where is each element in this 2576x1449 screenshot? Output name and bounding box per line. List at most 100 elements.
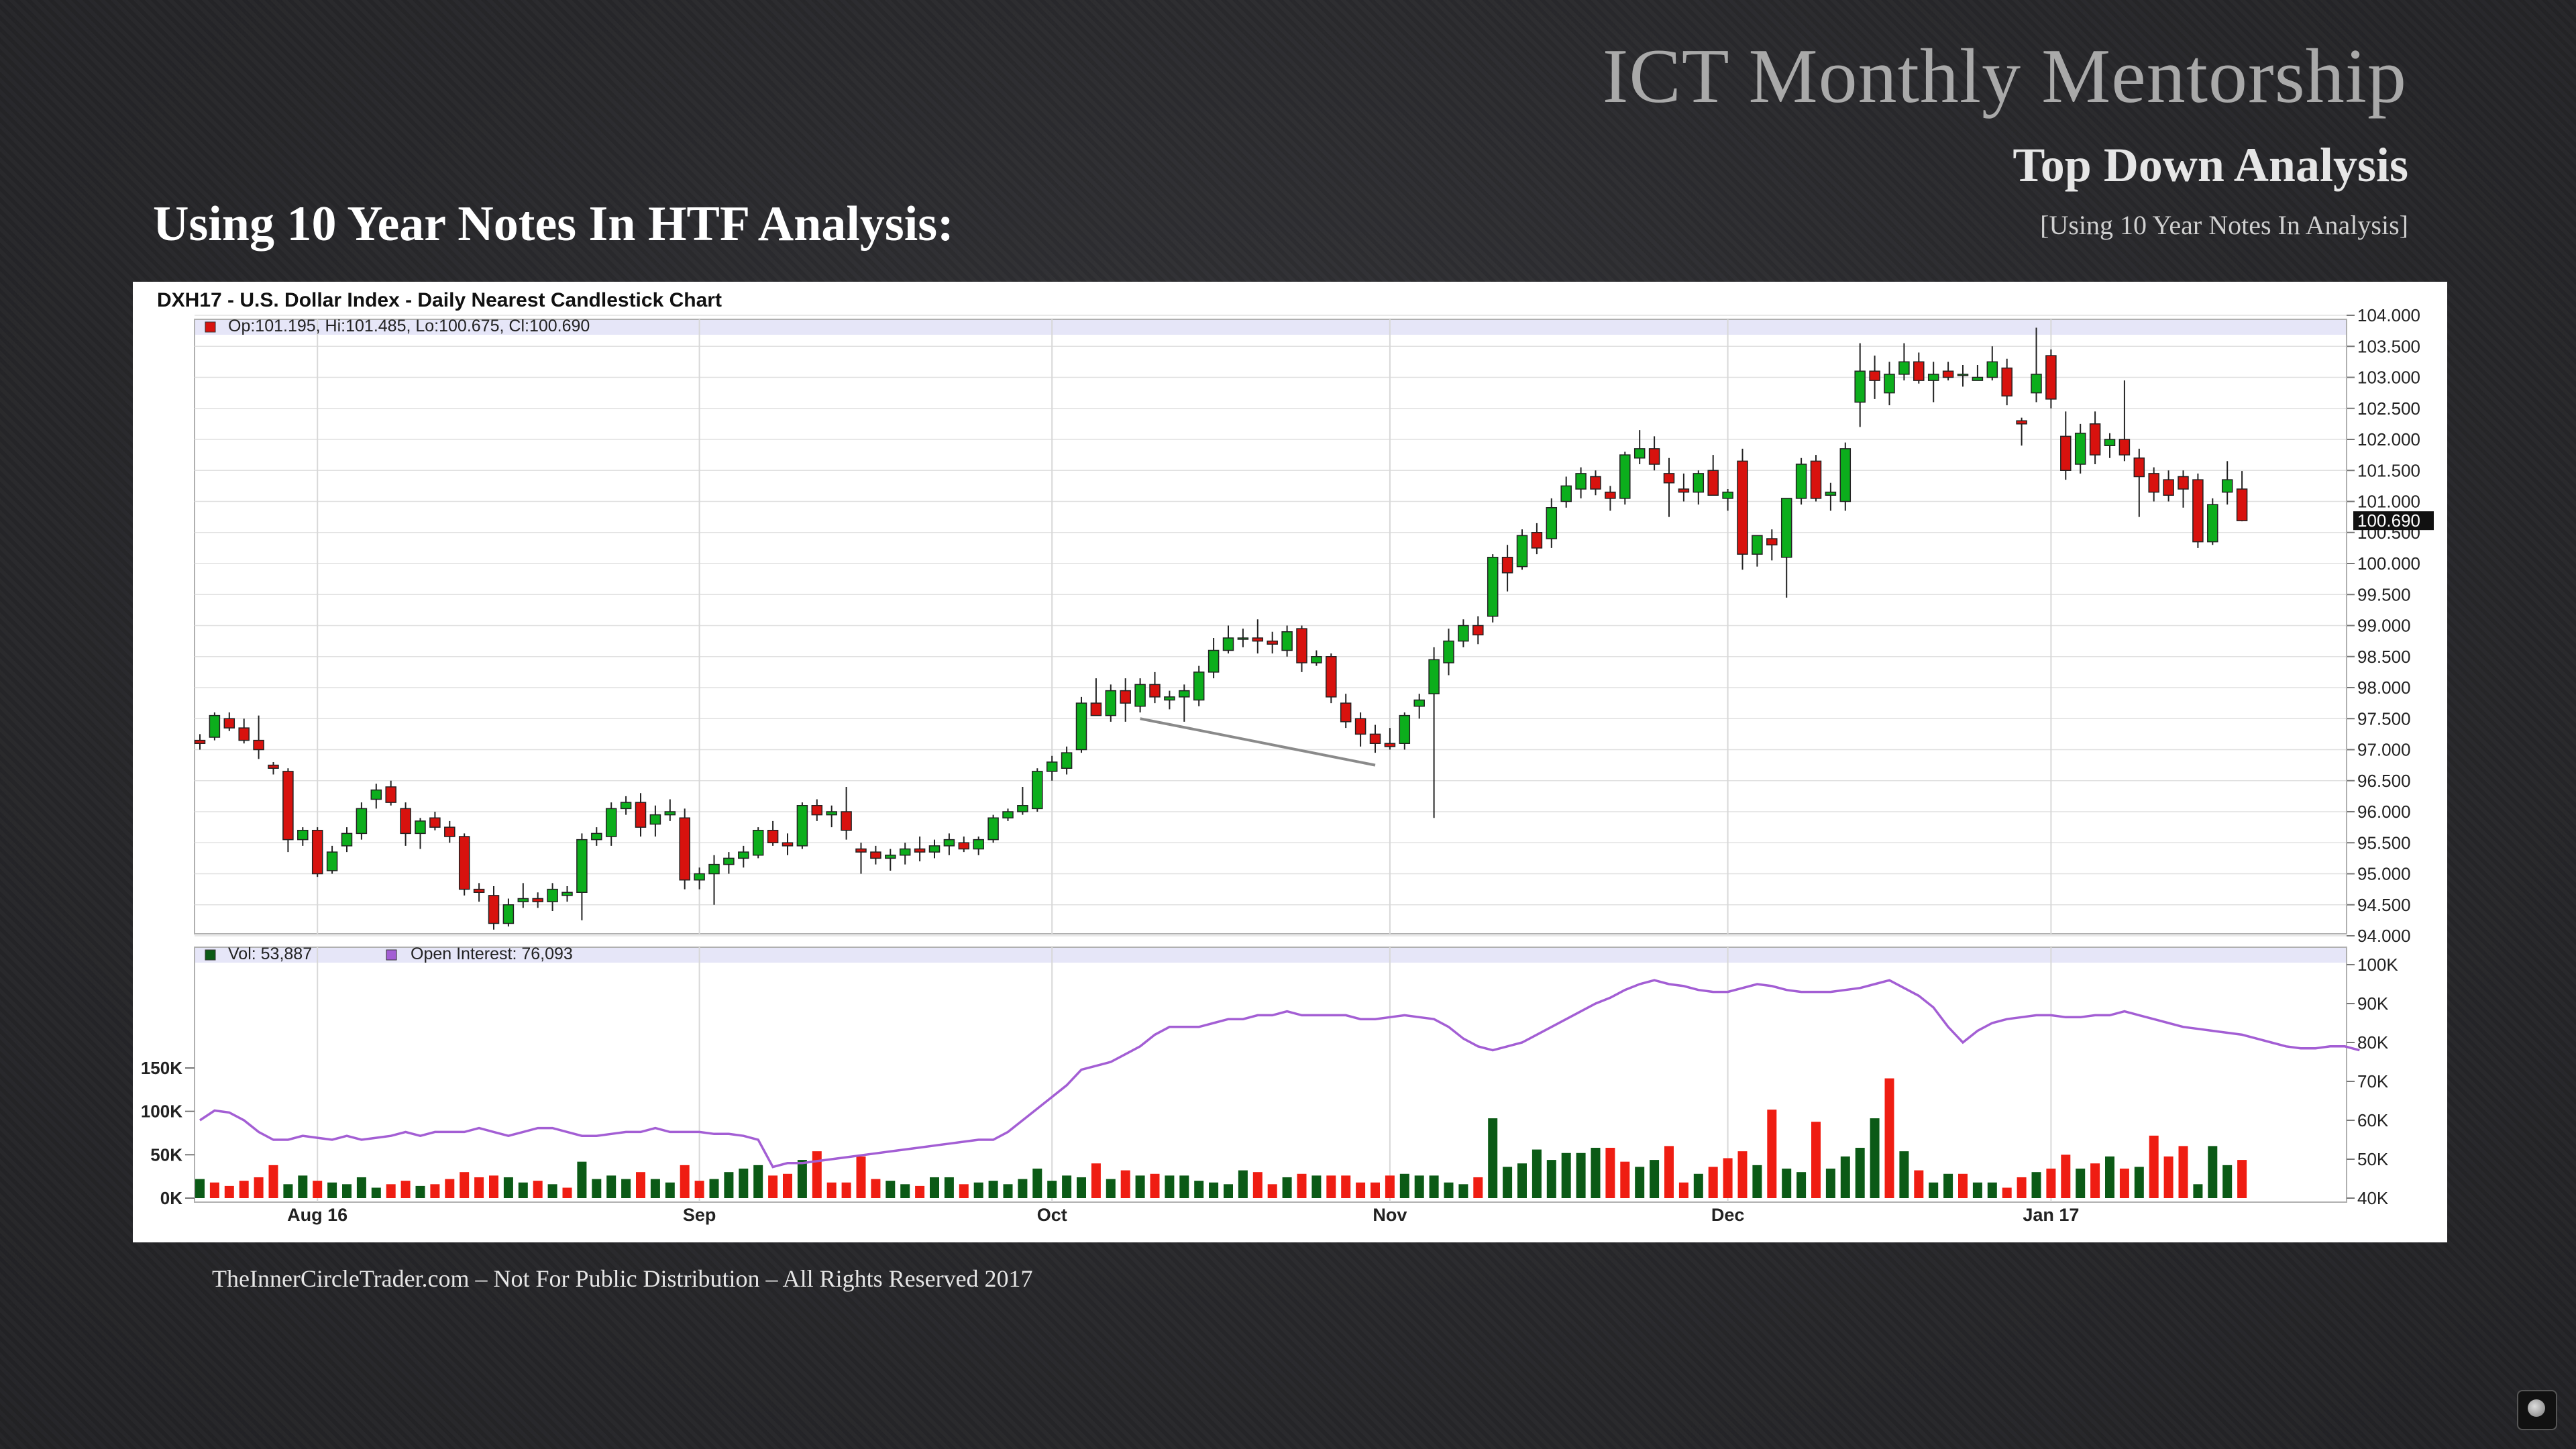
volume-bar — [1150, 1173, 1160, 1198]
volume-bar — [518, 1182, 528, 1198]
candle — [547, 888, 558, 902]
volume-bar — [812, 1151, 822, 1198]
candle — [1575, 473, 1587, 490]
candle — [1795, 464, 1807, 499]
candle — [1354, 718, 1366, 735]
candle — [1913, 361, 1925, 381]
volume-bar — [1678, 1182, 1688, 1198]
candle — [1957, 374, 1969, 376]
volume-bar — [445, 1179, 455, 1198]
candle — [1531, 532, 1543, 549]
volume-bar — [195, 1179, 205, 1198]
volume-bar — [1165, 1175, 1175, 1198]
volume-bar — [342, 1184, 352, 1198]
volume-bar — [1796, 1172, 1807, 1198]
candle — [385, 786, 396, 803]
volume-bar — [298, 1175, 308, 1198]
volume-bar — [1752, 1165, 1762, 1198]
x-axis-label: Dec — [1711, 1205, 1745, 1225]
candle — [855, 848, 867, 853]
candle — [1898, 361, 1910, 375]
candle — [723, 857, 735, 865]
volume-bar — [1943, 1173, 1953, 1198]
x-axis-label: Sep — [683, 1205, 716, 1225]
volume-bar — [1767, 1110, 1777, 1198]
volume-bar — [900, 1184, 910, 1198]
volume-bar — [1958, 1173, 1968, 1198]
candle — [1369, 733, 1381, 744]
volume-bar — [386, 1184, 396, 1198]
volume-bar — [371, 1187, 381, 1198]
candle — [1648, 448, 1660, 465]
candle — [1105, 690, 1117, 716]
oi-legend-swatch — [386, 949, 397, 961]
volume-bar — [2237, 1160, 2247, 1198]
oi-readout: Open Interest: 76,093 — [411, 945, 573, 963]
volume-bar — [724, 1172, 734, 1198]
volume-bar — [797, 1160, 807, 1198]
candle — [1384, 743, 1396, 747]
oi-tick-label: 70K — [2357, 1071, 2389, 1091]
volume-bar — [1855, 1147, 1865, 1198]
volume-bar — [2076, 1169, 2086, 1198]
volume-bar — [268, 1165, 278, 1198]
volume-bar — [739, 1169, 749, 1198]
candle — [1458, 625, 1469, 642]
candle — [429, 817, 441, 828]
candle — [782, 842, 794, 847]
volume-bar — [1693, 1173, 1703, 1198]
oi-tick-label: 80K — [2357, 1032, 2389, 1053]
candle — [1032, 771, 1043, 810]
volume-bar — [400, 1181, 411, 1198]
volume-bar — [944, 1177, 954, 1198]
candle — [253, 739, 264, 751]
candle — [870, 851, 881, 859]
volume-bar — [254, 1177, 264, 1198]
volume-bar — [489, 1175, 498, 1198]
last-price-label: 100.690 — [2357, 511, 2420, 531]
candle — [1311, 656, 1322, 663]
candle — [1017, 805, 1028, 812]
oi-tick-label: 60K — [2357, 1110, 2389, 1130]
candle — [635, 802, 647, 828]
candle — [282, 771, 294, 841]
volume-bar — [1503, 1167, 1513, 1198]
candle — [1281, 631, 1293, 651]
candle — [1413, 699, 1425, 707]
volume-bar — [1429, 1175, 1439, 1198]
volume-bar — [1032, 1169, 1042, 1198]
candle — [1884, 374, 1895, 394]
price-tick-label: 99.000 — [2357, 616, 2411, 636]
candle — [356, 808, 368, 835]
volume-bar — [2002, 1187, 2012, 1198]
candle — [1942, 370, 1954, 378]
volume-bar — [1297, 1173, 1307, 1198]
candle — [2074, 433, 2086, 465]
volume-bar — [1267, 1184, 1277, 1198]
candle — [738, 851, 749, 859]
volume-bar — [2119, 1169, 2129, 1198]
slide-heading: Using 10 Year Notes In HTF Analysis: — [153, 197, 954, 252]
volume-bar — [2090, 1163, 2100, 1198]
volume-bar — [885, 1181, 896, 1198]
candle — [1663, 473, 1675, 484]
volume-bar — [1532, 1149, 1542, 1198]
volume-bar — [2061, 1155, 2071, 1198]
volume-bar — [1870, 1118, 1880, 1198]
candle — [841, 811, 852, 831]
candle — [1443, 640, 1454, 663]
volume-header-band — [195, 948, 2346, 963]
candle — [2089, 423, 2101, 455]
volume-bar — [577, 1161, 587, 1198]
volume-legend-swatch — [205, 949, 216, 961]
candle — [2207, 504, 2218, 543]
x-axis-label: Aug 16 — [287, 1205, 347, 1225]
volume-readout: Vol: 53,887 — [228, 945, 312, 963]
volume-bar — [1209, 1182, 1219, 1198]
oi-tick-label: 90K — [2357, 994, 2389, 1014]
volume-bar — [1458, 1184, 1468, 1198]
price-tick-label: 94.000 — [2357, 926, 2411, 946]
volume-bar — [1737, 1151, 1748, 1198]
volume-bar — [1047, 1181, 1057, 1198]
price-tick-label: 104.000 — [2357, 305, 2420, 325]
